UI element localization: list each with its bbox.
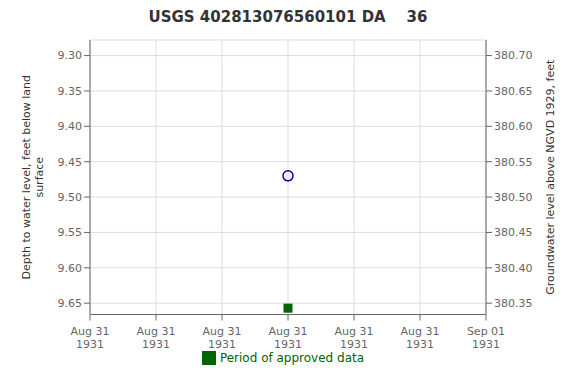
svg-text:380.45: 380.45 (494, 226, 533, 239)
html-text:USGS 402813076560101 DA 36: USGS 402813076560101 DA 36 (148, 8, 428, 26)
svg-text:Aug 311931: Aug 311931 (203, 325, 242, 351)
svg-text:Aug 311931: Aug 311931 (335, 325, 374, 351)
svg-text:9.60: 9.60 (58, 262, 83, 275)
svg-text:9.55: 9.55 (58, 226, 83, 239)
svg-text:Aug 311931: Aug 311931 (269, 325, 308, 351)
svg-text:380.35: 380.35 (494, 297, 533, 310)
svg-text:9.35: 9.35 (58, 85, 83, 98)
svg-text:Aug 311931: Aug 311931 (137, 325, 176, 351)
svg-text:380.50: 380.50 (494, 191, 533, 204)
svg-text:9.65: 9.65 (58, 297, 83, 310)
svg-text:9.40: 9.40 (58, 120, 83, 133)
svg-text:9.50: 9.50 (58, 191, 83, 204)
svg-text:380.40: 380.40 (494, 262, 533, 275)
svg-text:Sep 011931: Sep 011931 (467, 325, 505, 351)
svg-text:Aug 311931: Aug 311931 (71, 325, 110, 351)
svg-text:Depth to water level, feet bel: Depth to water level, feet below landsur… (20, 75, 46, 280)
svg-text:380.60: 380.60 (494, 120, 533, 133)
svg-text:380.70: 380.70 (494, 49, 533, 62)
svg-text:9.30: 9.30 (58, 49, 83, 62)
svg-text:380.55: 380.55 (494, 156, 533, 169)
svg-text:380.65: 380.65 (494, 85, 533, 98)
svg-text:Groundwater level above NGVD 1: Groundwater level above NGVD 1929, feet (544, 59, 557, 295)
html-text:Period of approved data: Period of approved data (219, 350, 365, 365)
svg-text:9.45: 9.45 (58, 156, 83, 169)
svg-text:Aug 311931: Aug 311931 (401, 325, 440, 351)
